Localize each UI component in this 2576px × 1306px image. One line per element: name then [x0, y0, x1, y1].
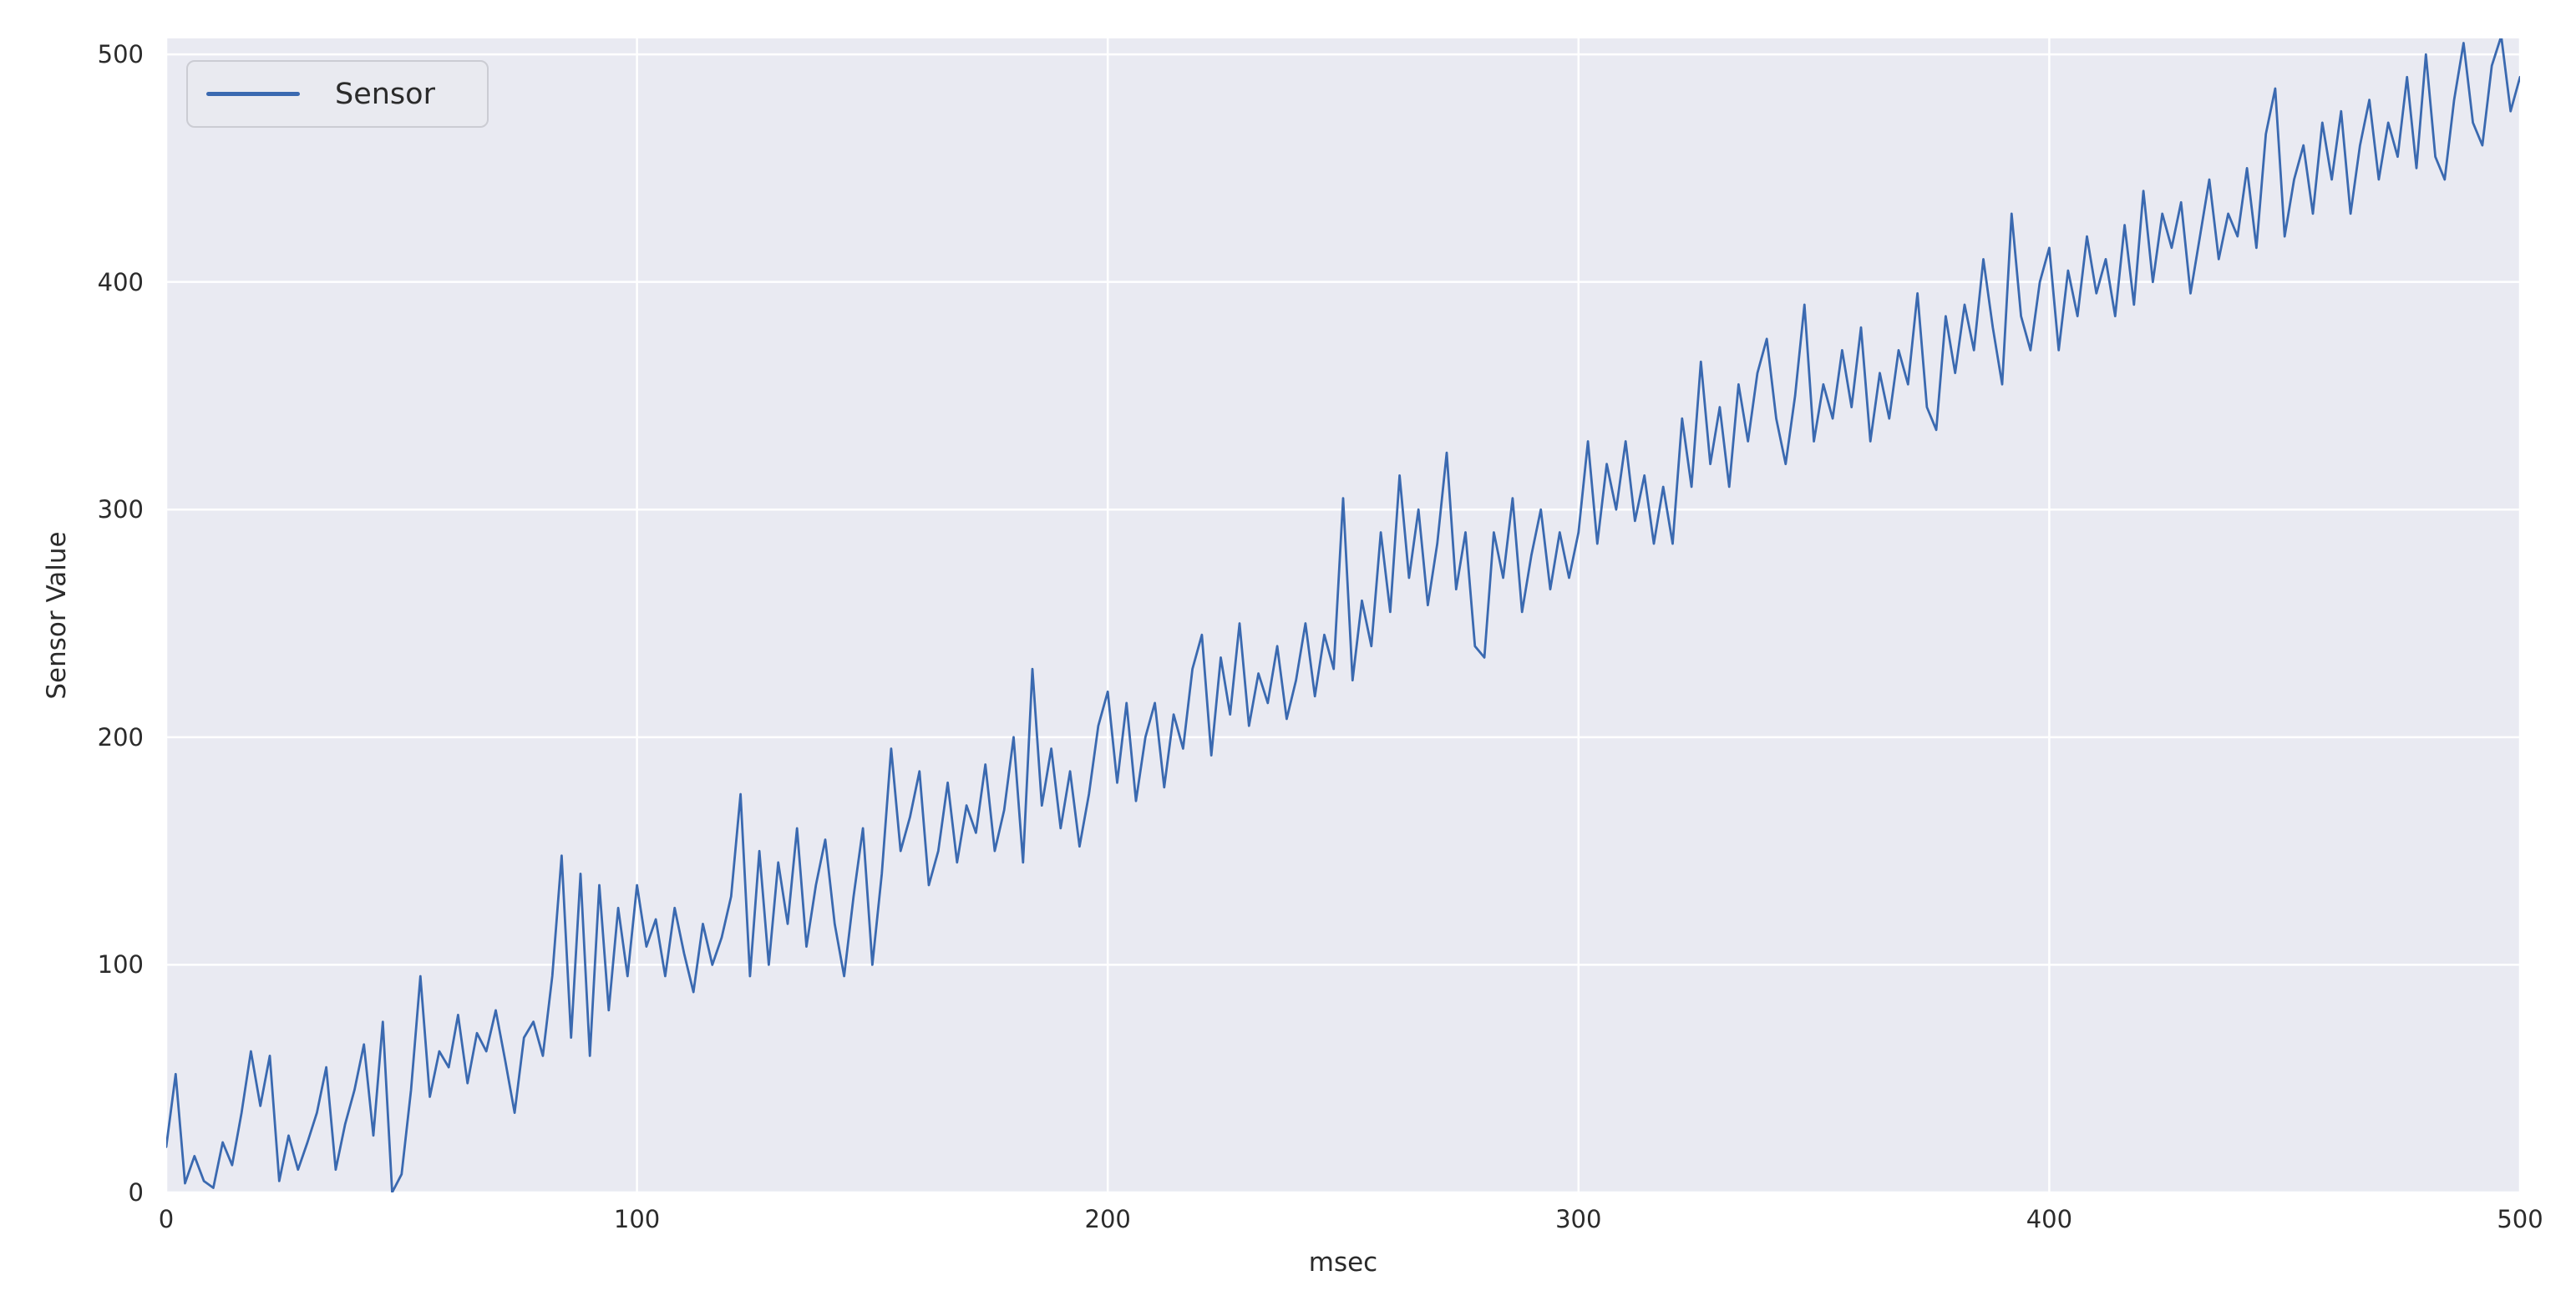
x-tick-label: 400: [2026, 1205, 2073, 1233]
y-tick-label: 100: [97, 950, 144, 980]
y-tick-label: 200: [97, 722, 144, 752]
legend-line-swatch: [206, 92, 300, 96]
x-tick-label: 300: [1555, 1205, 1602, 1233]
x-axis-label: msec: [1308, 1248, 1378, 1278]
y-tick-label: 0: [128, 1178, 144, 1207]
y-axis-label-text: Sensor Value: [42, 531, 72, 700]
legend: Sensor: [186, 60, 489, 128]
y-tick-label: 500: [97, 40, 144, 69]
y-tick-label: 300: [97, 495, 144, 524]
x-tick-label: 200: [1084, 1205, 1131, 1233]
sensor-line-chart: [166, 38, 2520, 1192]
legend-label: Sensor: [335, 77, 435, 111]
y-tick-label: 400: [97, 267, 144, 296]
x-tick-label: 100: [613, 1205, 661, 1233]
plot-area: [166, 38, 2520, 1192]
series-line-sensor: [166, 38, 2520, 1192]
x-tick-label: 0: [158, 1205, 175, 1233]
x-tick-label: 500: [2497, 1205, 2543, 1233]
